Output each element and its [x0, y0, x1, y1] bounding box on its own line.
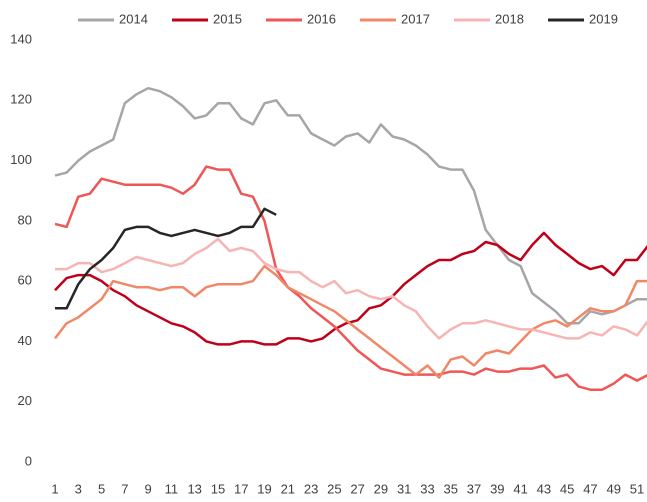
x-tick-label: 17: [234, 481, 248, 496]
x-tick-label: 35: [444, 481, 458, 496]
x-tick-label: 23: [304, 481, 318, 496]
series-line: [54, 165, 647, 391]
x-tick-label: 43: [537, 481, 551, 496]
x-tick-label: 21: [281, 481, 295, 496]
x-tick-label: 5: [98, 481, 105, 496]
legend-label: 2017: [401, 11, 430, 26]
x-tick-label: 39: [490, 481, 504, 496]
series-line: [54, 264, 647, 379]
x-tick-label: 49: [606, 481, 620, 496]
x-tick-label: 15: [211, 481, 225, 496]
x-tick-label: 13: [187, 481, 201, 496]
series-line: [55, 237, 647, 340]
y-tick-label: 140: [10, 31, 32, 46]
y-tick-label: 20: [18, 393, 32, 408]
y-tick-label: 100: [10, 152, 32, 167]
x-tick-label: 9: [145, 481, 152, 496]
y-tick-label: 120: [10, 92, 32, 107]
x-tick-label: 47: [583, 481, 597, 496]
x-tick-label: 19: [257, 481, 271, 496]
legend-label: 2018: [495, 11, 524, 26]
series-line: [54, 231, 647, 346]
x-tick-label: 7: [121, 481, 128, 496]
x-tick-label: 29: [374, 481, 388, 496]
legend-label: 2014: [119, 11, 148, 26]
x-tick-label: 31: [397, 481, 411, 496]
x-tick-label: 45: [560, 481, 574, 496]
x-tick-label: 25: [327, 481, 341, 496]
legend-label: 2016: [307, 11, 336, 26]
y-tick-label: 40: [18, 333, 32, 348]
x-tick-label: 3: [75, 481, 82, 496]
x-tick-label: 11: [165, 481, 179, 496]
y-tick-label: 0: [25, 453, 32, 468]
x-tick-label: 51: [630, 481, 644, 496]
y-tick-label: 80: [18, 212, 32, 227]
x-tick-label: 1: [51, 481, 58, 496]
x-tick-label: 27: [350, 481, 364, 496]
y-tick-label: 60: [18, 273, 32, 288]
legend-label: 2015: [213, 11, 242, 26]
series-line: [55, 207, 277, 310]
series-line: [54, 86, 647, 325]
x-tick-label: 41: [513, 481, 527, 496]
legend-label: 2019: [589, 11, 618, 26]
x-tick-label: 37: [467, 481, 481, 496]
x-tick-label: 33: [420, 481, 434, 496]
